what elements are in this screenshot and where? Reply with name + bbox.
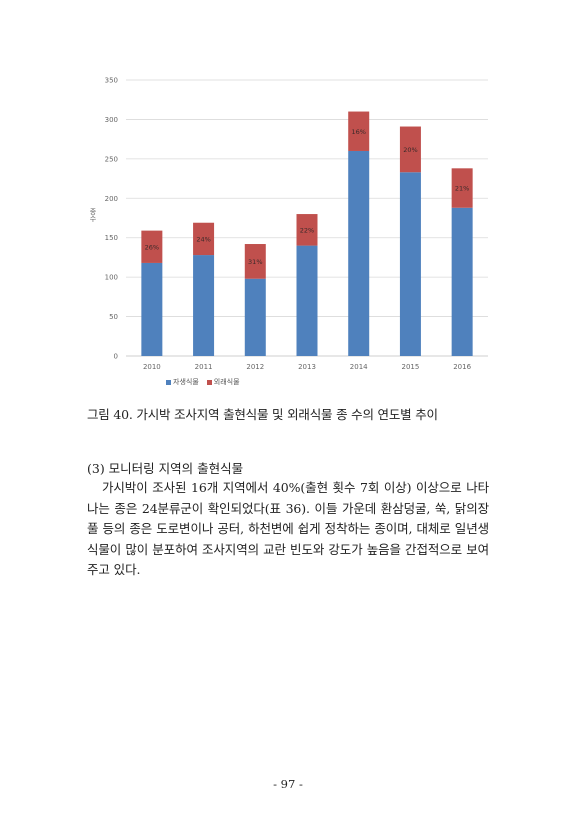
y-tick-label: 0 bbox=[114, 353, 118, 361]
bar-alien-2015 bbox=[399, 126, 421, 173]
data-label-2013: 22% bbox=[300, 226, 314, 234]
y-axis-label: 종수 bbox=[89, 208, 97, 222]
bar-native-2011 bbox=[193, 255, 215, 356]
x-tick-label: 2012 bbox=[246, 363, 264, 371]
data-label-2012: 31% bbox=[248, 258, 262, 266]
x-tick-label: 2013 bbox=[298, 363, 316, 371]
y-tick-label: 300 bbox=[105, 116, 118, 124]
section-title: (3) 모니터링 지역의 출현식물 bbox=[87, 461, 244, 476]
y-tick-label: 100 bbox=[105, 274, 118, 282]
legend-item-native: 자생식물 bbox=[166, 377, 199, 387]
page-number: - 97 - bbox=[273, 777, 303, 791]
x-tick-label: 2014 bbox=[350, 363, 368, 371]
bar-alien-2013 bbox=[296, 214, 318, 246]
data-label-2016: 21% bbox=[455, 185, 469, 193]
y-tick-label: 50 bbox=[109, 313, 118, 321]
legend-label-alien: 외래식물 bbox=[213, 378, 240, 386]
chart-svg: 0 50 100 150 200 250 300 350 26% 2010 24% 2011 31% 20… bbox=[105, 77, 488, 371]
x-tick-label: 2016 bbox=[453, 363, 471, 371]
bar-native-2015 bbox=[399, 172, 421, 356]
bar-native-2012 bbox=[244, 278, 266, 356]
x-tick-label: 2011 bbox=[195, 363, 213, 371]
bar-alien-2014 bbox=[348, 111, 370, 151]
bar-chart: 0 50 100 150 200 250 300 350 26% 2010 24% 2011 31% 20… bbox=[84, 68, 504, 398]
y-tick-label: 200 bbox=[105, 195, 118, 203]
data-label-2011: 24% bbox=[196, 235, 210, 243]
bar-alien-2016 bbox=[451, 168, 473, 208]
legend-swatch-native bbox=[166, 379, 171, 385]
legend-label-native: 자생식물 bbox=[173, 378, 199, 386]
y-tick-label: 250 bbox=[105, 155, 118, 163]
legend-swatch-alien bbox=[206, 379, 212, 385]
data-label-2014: 16% bbox=[351, 128, 365, 136]
y-tick-label: 350 bbox=[105, 77, 118, 85]
body-paragraph: 가시박이 조사된 16개 지역에서 40%(출현 횟수 7회 이상) 이상으로 … bbox=[87, 480, 489, 577]
data-label-2010: 26% bbox=[145, 243, 159, 251]
bar-alien-2010 bbox=[141, 230, 163, 263]
figure-caption: 그림 40. 가시박 조사지역 출현식물 및 외래식물 종 수의 연도별 추이 bbox=[87, 407, 438, 422]
bar-alien-2012 bbox=[244, 244, 266, 279]
legend-item-alien: 외래식물 bbox=[206, 377, 240, 387]
bar-alien-2011 bbox=[193, 222, 215, 256]
chart-legend: 자생식물 외래식물 bbox=[166, 377, 240, 387]
bar-native-2016 bbox=[451, 207, 473, 356]
data-label-2015: 20% bbox=[403, 146, 417, 154]
bar-native-2014 bbox=[348, 150, 370, 356]
x-tick-label: 2015 bbox=[402, 363, 420, 371]
x-tick-label: 2010 bbox=[143, 363, 161, 371]
bar-native-2010 bbox=[141, 262, 163, 356]
y-tick-label: 150 bbox=[105, 234, 118, 242]
bar-native-2013 bbox=[296, 245, 318, 356]
